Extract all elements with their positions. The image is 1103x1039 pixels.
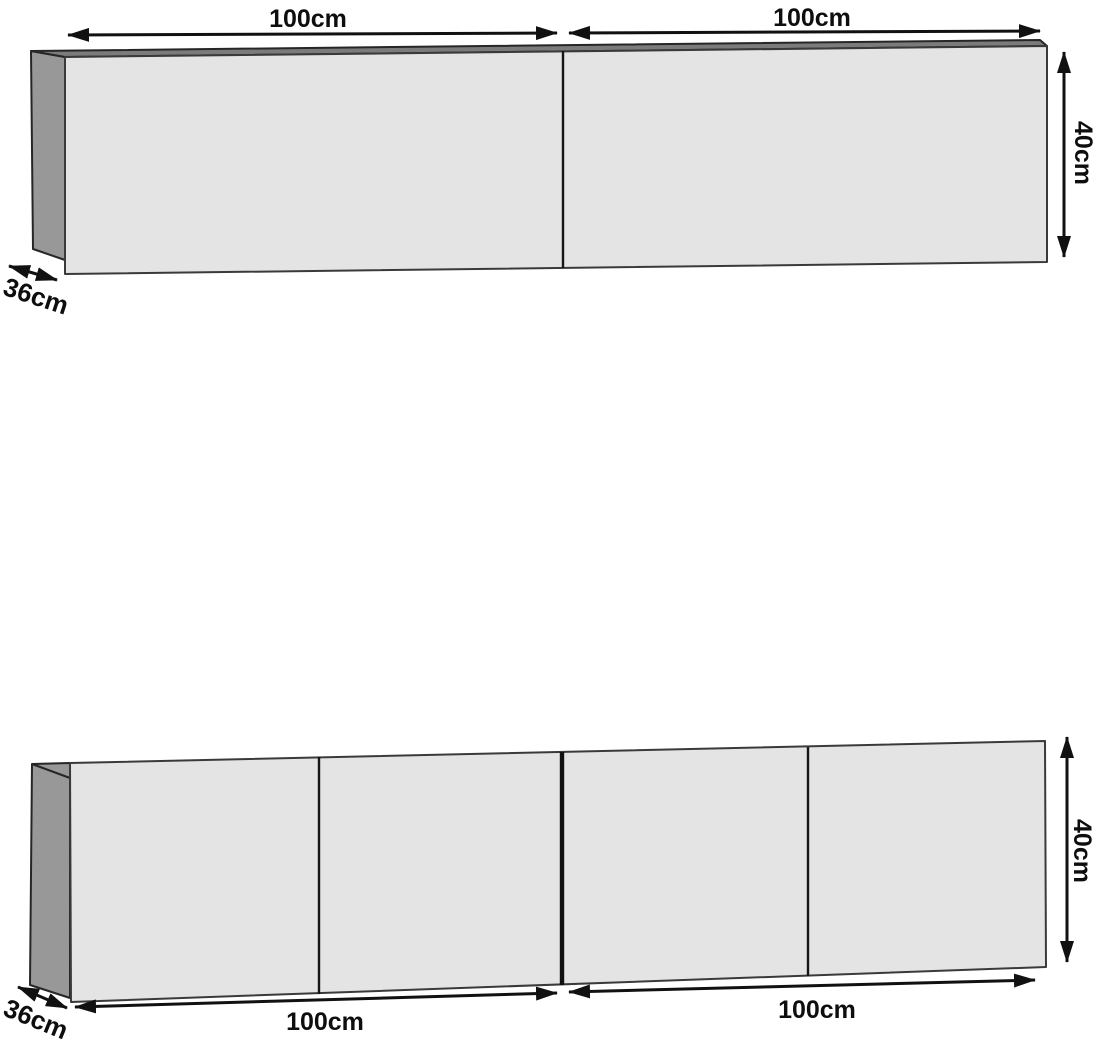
- bottom-cabinet-width-arrow-right: [568, 973, 1036, 999]
- top-cabinet-width-arrow-right: [568, 24, 1041, 40]
- bottom-cabinet-width-label-left: 100cm: [286, 1008, 364, 1036]
- bottom-cabinet-width-arrow-left: [74, 986, 558, 1014]
- top-cabinet-width-label-left: 100cm: [269, 5, 347, 33]
- bottom-cabinet-depth-arrow: [17, 985, 68, 1010]
- top-cabinet-depth-arrow: [8, 264, 58, 282]
- top-cabinet-height-label: 40cm: [1069, 121, 1097, 185]
- bottom-cabinet-width-label-right: 100cm: [778, 996, 856, 1024]
- top-cabinet-width-arrow-left: [67, 26, 558, 42]
- top-cabinet: 100cm 100cm 40cm 36cm: [0, 4, 1097, 321]
- bottom-cabinet-side-top-edge: [31, 763, 71, 779]
- bottom-cabinet-front-face: [69, 740, 1047, 1003]
- top-cabinet-side-panel: [30, 50, 66, 261]
- top-cabinet-front-face: [64, 45, 1048, 275]
- bottom-cabinet-side-panel: [29, 762, 71, 999]
- bottom-cabinet-height-label: 40cm: [1068, 819, 1096, 883]
- top-cabinet-width-label-right: 100cm: [773, 4, 851, 32]
